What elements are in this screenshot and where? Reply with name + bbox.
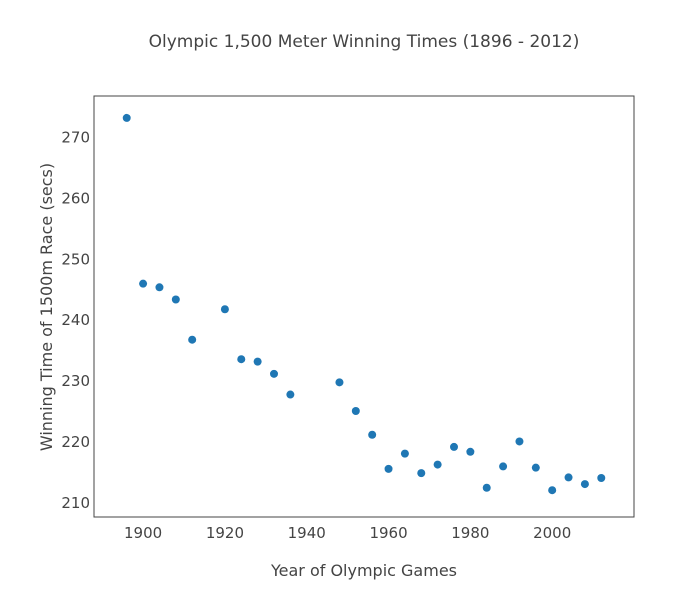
data-point[interactable] bbox=[417, 469, 426, 478]
data-point[interactable] bbox=[351, 406, 360, 415]
chart-title: Olympic 1,500 Meter Winning Times (1896 … bbox=[149, 32, 580, 52]
x-tick-label: 1960 bbox=[369, 524, 407, 542]
data-points bbox=[122, 113, 606, 495]
x-tick-label: 1900 bbox=[124, 524, 162, 542]
data-point[interactable] bbox=[270, 369, 278, 378]
data-point[interactable] bbox=[220, 305, 229, 314]
y-tick-label: 230 bbox=[61, 372, 90, 390]
data-point[interactable] bbox=[335, 378, 344, 387]
y-tick-label: 270 bbox=[61, 128, 90, 146]
data-point[interactable] bbox=[155, 283, 164, 292]
data-point[interactable] bbox=[515, 437, 524, 446]
data-point[interactable] bbox=[384, 464, 393, 473]
y-tick-label: 240 bbox=[61, 311, 90, 329]
data-point[interactable] bbox=[253, 357, 262, 366]
data-point[interactable] bbox=[548, 486, 557, 495]
y-tick-label: 260 bbox=[61, 189, 90, 207]
data-point[interactable] bbox=[400, 449, 409, 458]
data-point[interactable] bbox=[122, 113, 131, 122]
x-tick-label: 1940 bbox=[288, 524, 326, 542]
x-axis-label: Year of Olympic Games bbox=[270, 561, 457, 580]
y-axis-label: Winning Time of 1500m Race (secs) bbox=[37, 163, 56, 451]
x-axis-ticks: 1900 1920 1940 1960 1980 2000 bbox=[124, 524, 571, 542]
data-point[interactable] bbox=[188, 335, 197, 344]
data-point[interactable] bbox=[368, 430, 377, 439]
data-point[interactable] bbox=[499, 462, 508, 471]
y-tick-label: 220 bbox=[61, 433, 90, 451]
data-point[interactable] bbox=[466, 447, 475, 456]
x-tick-label: 2000 bbox=[533, 524, 571, 542]
data-point[interactable] bbox=[482, 483, 491, 492]
data-point[interactable] bbox=[237, 355, 246, 364]
data-point[interactable] bbox=[597, 474, 606, 483]
data-point[interactable] bbox=[433, 460, 442, 469]
data-point[interactable] bbox=[564, 473, 573, 482]
data-point[interactable] bbox=[531, 463, 540, 472]
x-tick-label: 1980 bbox=[451, 524, 489, 542]
plot-area-frame bbox=[93, 95, 635, 518]
x-tick-label: 1920 bbox=[206, 524, 244, 542]
data-point[interactable] bbox=[171, 295, 180, 304]
data-point[interactable] bbox=[450, 442, 458, 451]
y-tick-label: 210 bbox=[61, 494, 90, 512]
data-point[interactable] bbox=[580, 480, 589, 489]
data-point[interactable] bbox=[286, 390, 295, 399]
y-tick-label: 250 bbox=[61, 250, 90, 268]
y-axis-ticks: 210 220 230 240 250 260 270 bbox=[61, 128, 90, 512]
data-point[interactable] bbox=[139, 279, 148, 288]
